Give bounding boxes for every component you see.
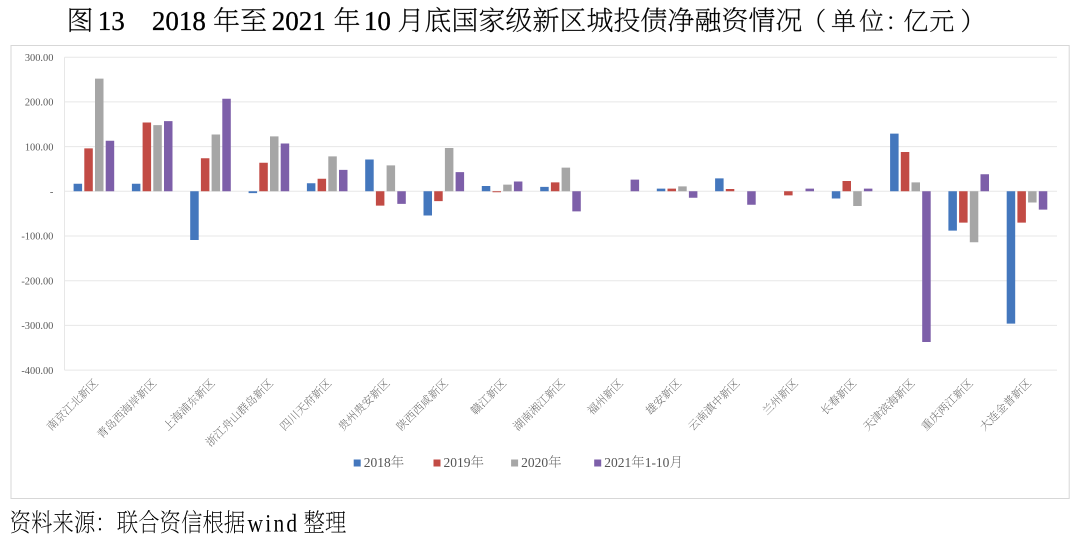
svg-text:-400.00: -400.00 <box>21 366 53 377</box>
svg-text:2021: 2021 <box>604 455 631 470</box>
svg-text:2018: 2018 <box>152 6 206 36</box>
svg-text:wind: wind <box>248 510 300 538</box>
svg-text:1-10: 1-10 <box>645 455 670 470</box>
svg-text:100.00: 100.00 <box>25 142 54 153</box>
svg-text:2019: 2019 <box>444 455 471 470</box>
svg-text:2018: 2018 <box>364 455 391 470</box>
svg-text:2020: 2020 <box>521 455 548 470</box>
svg-text:-: - <box>50 187 54 198</box>
svg-text:10: 10 <box>364 6 391 36</box>
svg-text:-200.00: -200.00 <box>21 276 53 287</box>
svg-text:200.00: 200.00 <box>25 98 54 109</box>
svg-text:13: 13 <box>98 6 125 36</box>
svg-text:300.00: 300.00 <box>25 53 54 64</box>
svg-text:-100.00: -100.00 <box>21 232 53 243</box>
svg-text:2021: 2021 <box>272 6 326 36</box>
svg-text:-300.00: -300.00 <box>21 321 53 332</box>
